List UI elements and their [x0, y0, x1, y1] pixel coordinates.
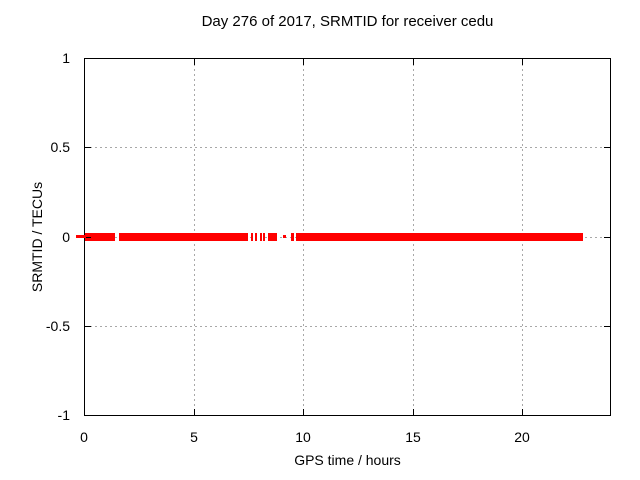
series-data-segment: [263, 233, 265, 241]
y-tick-label: 0.5: [50, 139, 70, 155]
x-tick-top: [522, 59, 523, 65]
x-tick-bottom: [522, 409, 523, 415]
y-gridline: [85, 326, 610, 327]
x-tick-top: [194, 59, 195, 65]
x-tick-label: 15: [405, 429, 421, 445]
x-tick-label: 0: [80, 429, 88, 445]
y-tick-label: 1: [62, 50, 70, 66]
x-tick-bottom: [194, 409, 195, 415]
y-tick-right: [604, 237, 610, 238]
y-gridline: [85, 147, 610, 148]
y-tick-right: [604, 415, 610, 416]
y-tick-right: [604, 58, 610, 59]
series-data-segment: [268, 233, 277, 241]
y-tick-right: [604, 326, 610, 327]
series-data-segment: [251, 233, 253, 241]
series-data-segment: [296, 233, 583, 241]
y-tick-left: [85, 326, 91, 327]
series-data-segment: [255, 233, 257, 241]
y-tick-label: -1: [57, 407, 70, 423]
x-tick-label: 5: [190, 429, 198, 445]
x-tick-label: 10: [295, 429, 311, 445]
series-data-segment: [260, 233, 262, 241]
y-tick-left: [85, 58, 91, 59]
series-data-segment: [119, 233, 248, 241]
x-tick-bottom: [303, 409, 304, 415]
series-data-segment: [283, 235, 286, 238]
series-data-segment: [291, 233, 294, 241]
x-axis-label: GPS time / hours: [294, 452, 401, 468]
y-tick-right: [604, 147, 610, 148]
x-tick-label: 20: [514, 429, 530, 445]
y-tick-left: [85, 237, 91, 238]
y-zero-red-tick-dash: [76, 235, 86, 238]
chart-title: Day 276 of 2017, SRMTID for receiver ced…: [201, 13, 494, 30]
y-tick-left: [85, 147, 91, 148]
x-tick-top: [303, 59, 304, 65]
series-data-segment: [85, 233, 115, 241]
y-tick-left: [85, 415, 91, 416]
y-tick-label: 0: [62, 229, 70, 245]
x-tick-top: [84, 59, 85, 65]
x-tick-bottom: [413, 409, 414, 415]
y-tick-label: -0.5: [45, 318, 70, 334]
x-tick-top: [413, 59, 414, 65]
